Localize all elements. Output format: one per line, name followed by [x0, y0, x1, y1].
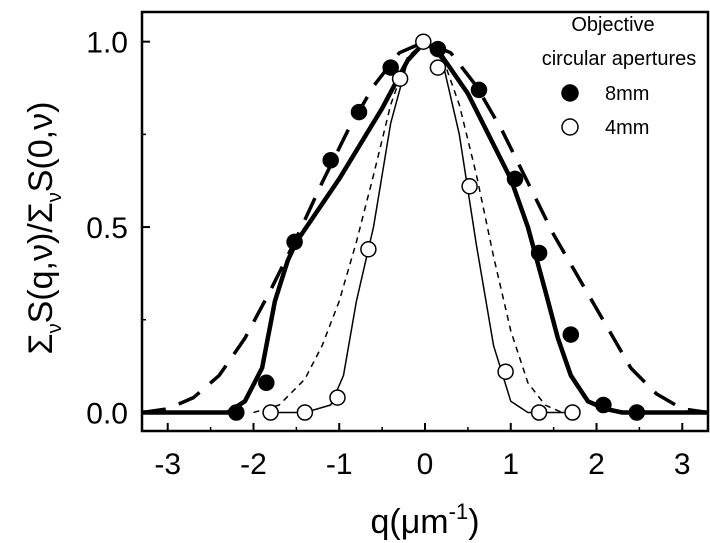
data-point-8mm-8 [506, 170, 524, 188]
data-point-4mm-10 [564, 404, 581, 421]
x-tick-label-0: -3 [154, 448, 181, 481]
legend-marker-8mm [561, 84, 579, 102]
data-point-4mm-2 [329, 389, 346, 406]
data-point-4mm-1 [296, 404, 314, 421]
legend-label-8mm: 8mm [605, 83, 649, 105]
data-point-8mm-3 [322, 152, 339, 169]
x-axis-title-superscript: -1 [449, 499, 469, 524]
legend-title-line-2: circular apertures [542, 48, 697, 70]
data-point-8mm-9 [530, 244, 548, 262]
data-point-8mm-10 [562, 326, 580, 343]
data-point-4mm-4 [391, 70, 409, 87]
y-tick-label-1: 0.5 [86, 212, 128, 245]
legend-label-4mm: 4mm [605, 117, 649, 139]
x-tick-label-2: -1 [326, 448, 353, 481]
x-axis-title-main: q(μm [370, 503, 448, 541]
y-tick-label-0: 0.0 [86, 397, 128, 430]
data-point-4mm-7 [461, 178, 478, 195]
x-tick-label-3: 0 [417, 448, 434, 481]
x-axis-title-end: ) [468, 503, 479, 541]
data-point-8mm-12 [628, 404, 646, 421]
y-axis-title-sigma-1: Σ [22, 333, 60, 354]
y-axis-title-sigma-2: Σ [22, 202, 60, 223]
data-point-8mm-6 [429, 40, 447, 58]
tick-layer: -3 -2 -1 0 1 2 3 0.0 0.5 1.0 [86, 27, 690, 481]
data-point-4mm-6 [429, 59, 447, 76]
data-point-4mm-3 [360, 241, 377, 258]
data-point-8mm-5 [382, 59, 399, 76]
data-point-8mm-11 [595, 396, 612, 414]
x-tick-label-1: -2 [240, 448, 267, 481]
y-axis-title-end: S(0,ν) [22, 102, 60, 193]
x-tick-label-6: 3 [674, 448, 691, 481]
data-point-8mm-7 [470, 81, 488, 99]
x-tick-label-5: 2 [588, 448, 605, 481]
legend-title-line-1: Objective [571, 14, 654, 36]
data-point-8mm-2 [286, 233, 303, 251]
data-point-8mm-0 [228, 404, 245, 421]
data-point-4mm-0 [262, 404, 279, 421]
y-axis-title-subscript-1: ν [44, 323, 66, 333]
curve-thick-dashed [142, 39, 708, 415]
data-point-4mm-5 [415, 33, 432, 50]
y-axis-title-subscript-2: ν [44, 192, 66, 202]
y-axis-title: ΣνS(q,ν)/ΣνS(0,ν) [22, 102, 66, 355]
data-point-8mm-4 [350, 103, 368, 121]
legend-marker-4mm [561, 118, 579, 136]
x-axis-title: q(μm-1) [370, 499, 479, 541]
data-point-4mm-8 [497, 363, 514, 380]
marker-layer [228, 33, 646, 421]
y-tick-label-2: 1.0 [86, 27, 128, 60]
legend: Objective circular apertures 8mm 4mm [542, 14, 697, 139]
data-point-8mm-1 [258, 374, 275, 392]
y-axis-title-middle: S(q,ν)/ [22, 223, 60, 324]
data-point-4mm-9 [530, 404, 548, 421]
curve-thin-dashed [253, 40, 571, 414]
x-tick-label-4: 1 [502, 448, 519, 481]
plot-frame [140, 10, 710, 433]
